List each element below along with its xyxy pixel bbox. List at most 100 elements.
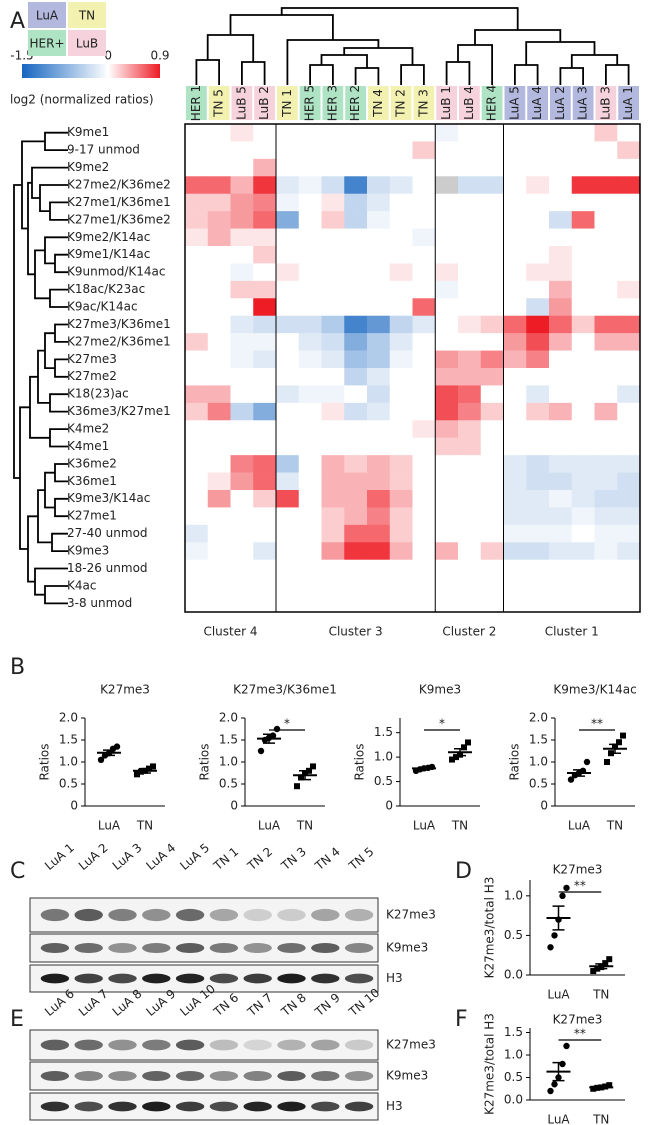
data-point — [590, 968, 597, 975]
data-point — [134, 771, 140, 778]
heatmap-cell — [617, 437, 641, 456]
heatmap-cell — [253, 577, 277, 595]
heatmap-cell — [207, 594, 231, 613]
panel-label: C — [10, 859, 25, 884]
heatmap-cell — [526, 559, 550, 578]
heatmap-cell — [435, 315, 459, 334]
heatmap-cell — [185, 280, 209, 299]
heatmap-cell — [458, 455, 482, 473]
heatmap-cell — [503, 298, 527, 317]
y-tick-label: 1.0 — [374, 750, 393, 764]
heatmap-cell — [549, 577, 573, 595]
lane-label: TN 1 — [210, 844, 241, 873]
heatmap-cell — [298, 141, 322, 160]
heatmap-cell — [503, 193, 527, 212]
heatmap-cell — [480, 559, 504, 578]
column-dendrogram — [195, 7, 630, 85]
heatmap-cell — [367, 333, 391, 351]
heatmap-cell — [253, 559, 277, 578]
blot-band — [311, 1070, 340, 1082]
blot-band — [142, 973, 171, 984]
heatmap-cell — [230, 455, 254, 473]
heatmap-cell — [185, 246, 209, 264]
heatmap-cell — [526, 228, 550, 247]
heatmap-cell — [480, 385, 504, 404]
heatmap-cell — [435, 193, 459, 212]
heatmap-cell — [617, 333, 641, 351]
heatmap-cell — [298, 437, 322, 456]
heatmap-cell — [207, 280, 231, 299]
heatmap-cell — [344, 124, 368, 142]
sem-bar — [103, 749, 115, 757]
heatmap-cell — [367, 158, 391, 177]
column-label: LuB 5 — [234, 86, 248, 120]
row-label: K27me2/K36me1 — [67, 334, 171, 348]
x-tick-label: LuA — [568, 819, 591, 833]
cluster-label: Cluster 4 — [203, 625, 257, 639]
blot-band — [175, 973, 205, 984]
heatmap-cell — [367, 385, 391, 404]
heatmap-cell — [617, 368, 641, 386]
data-point — [97, 756, 105, 763]
heatmap-cell — [276, 263, 300, 282]
row-label: K27me1 — [67, 509, 117, 523]
data-point — [273, 725, 281, 733]
data-point — [559, 892, 566, 900]
heatmap-cell — [185, 385, 209, 404]
heatmap-cell — [389, 577, 413, 595]
heatmap-cell — [185, 577, 209, 595]
heatmap-cell — [344, 350, 368, 369]
column-label: TN 4 — [371, 89, 385, 118]
y-tick-label: 1.5 — [529, 733, 548, 747]
heatmap-cell — [571, 594, 595, 613]
heatmap-cell — [549, 368, 573, 386]
row-label: K27me2 — [67, 369, 117, 383]
heatmap-cell — [276, 350, 300, 369]
heatmap-cell — [480, 193, 504, 212]
heatmap-cell — [412, 246, 436, 264]
data-point — [465, 739, 471, 746]
heatmap-cell — [571, 420, 595, 439]
data-point — [294, 783, 300, 790]
heatmap-cell — [185, 594, 209, 613]
heatmap-cell — [389, 193, 413, 212]
heatmap-cell — [230, 228, 254, 247]
heatmap-cell — [617, 524, 641, 543]
lane-label: LuA 3 — [110, 841, 145, 873]
heatmap-cell — [276, 228, 300, 247]
heatmap-cell — [253, 350, 277, 369]
heatmap-cell — [458, 559, 482, 578]
heatmap-cell — [526, 402, 550, 421]
heatmap-cell — [503, 594, 527, 613]
heatmap-cell — [276, 280, 300, 299]
heatmap-cell — [185, 263, 209, 282]
blot-band — [108, 942, 137, 954]
heatmap-cell — [321, 594, 345, 613]
heatmap-cell — [412, 193, 436, 212]
heatmap-cell — [458, 333, 482, 351]
heatmap-cell — [549, 524, 573, 543]
sem-bar — [418, 766, 430, 771]
heatmap-cell — [344, 524, 368, 543]
blot-band — [142, 942, 171, 954]
row-label: K18ac/K23ac — [67, 282, 145, 296]
column-group-box — [618, 86, 639, 120]
heatmap-cell — [549, 559, 573, 578]
y-tick-label: 0.5 — [529, 777, 548, 791]
heatmap-cell — [571, 455, 595, 473]
data-point — [583, 758, 591, 766]
row-label: K36me1 — [67, 474, 117, 488]
sem-bar — [454, 748, 466, 757]
heatmap-cell — [617, 263, 641, 282]
heatmap-cell — [549, 350, 573, 369]
heatmap-cell — [367, 193, 391, 212]
blot-band — [277, 1070, 306, 1082]
heatmap-cell — [480, 263, 504, 282]
significance-label: ** — [591, 717, 603, 731]
heatmap-cell — [435, 158, 459, 177]
heatmap-cell — [389, 490, 413, 508]
plot-title: K27me3 — [553, 1013, 603, 1027]
legend-label: LuB — [76, 37, 98, 51]
heatmap-cell — [185, 455, 209, 473]
heatmap-cell — [389, 420, 413, 439]
